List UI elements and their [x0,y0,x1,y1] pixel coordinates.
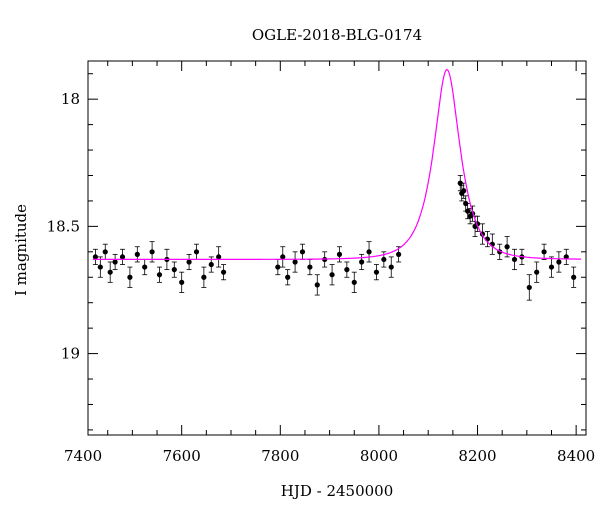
y-tick-label: 18 [61,90,80,108]
data-point [474,215,481,232]
x-tick-label: 7800 [261,447,299,465]
data-point [556,251,562,273]
x-tick-label: 8200 [458,447,496,465]
data-point [526,274,532,301]
data-point [127,266,133,288]
data-point [156,266,163,283]
data-point [307,259,313,276]
data-point [563,248,569,265]
x-tick-label: 8400 [557,447,595,465]
data-point [373,264,380,281]
y-tick-label: 19 [61,345,80,363]
chart-title: OGLE-2018-BLG-0174 [252,26,422,44]
data-point [112,253,118,271]
data-point [97,256,103,278]
data-point [285,269,291,286]
data-point [179,271,185,293]
plot-frame [87,60,587,436]
x-axis-label: HJD - 2450000 [281,482,394,500]
data-point [201,266,207,288]
data-point [314,274,320,296]
model-curve [92,68,582,260]
data-point [548,256,555,278]
axis-ticks [88,61,586,435]
axis-tick-labels: 7400 7600 7800 8000 8200 8400 18 18.5 19 [47,90,596,465]
data-point [275,259,281,276]
data-point [220,264,227,281]
data-point [193,243,200,260]
data-point [534,261,540,283]
y-tick-label: 18.5 [47,217,80,235]
data-point [299,243,306,260]
data-point [149,241,155,263]
data-point [102,243,108,260]
data-point [479,223,486,245]
y-axis-label: I magnitude [12,204,30,296]
data-point [171,261,177,278]
data-point [280,246,286,268]
data-point [541,243,547,260]
data-point [359,253,365,271]
data-point [511,248,518,271]
data-points [92,175,577,301]
data-point [571,266,577,288]
data-point [186,253,192,271]
data-point [119,248,126,265]
x-tick-label: 7400 [64,447,102,465]
data-point [344,261,350,278]
data-point [107,261,113,283]
data-point [142,259,148,276]
data-point [336,246,343,263]
x-tick-label: 7600 [163,447,201,465]
data-point [92,248,98,265]
data-point [366,241,372,263]
data-point [292,251,298,273]
data-point [208,256,214,273]
x-tick-label: 8000 [360,447,398,465]
data-point [465,203,471,220]
data-point [351,271,357,293]
data-point [329,264,335,286]
data-point [216,246,222,268]
data-point [388,256,394,278]
